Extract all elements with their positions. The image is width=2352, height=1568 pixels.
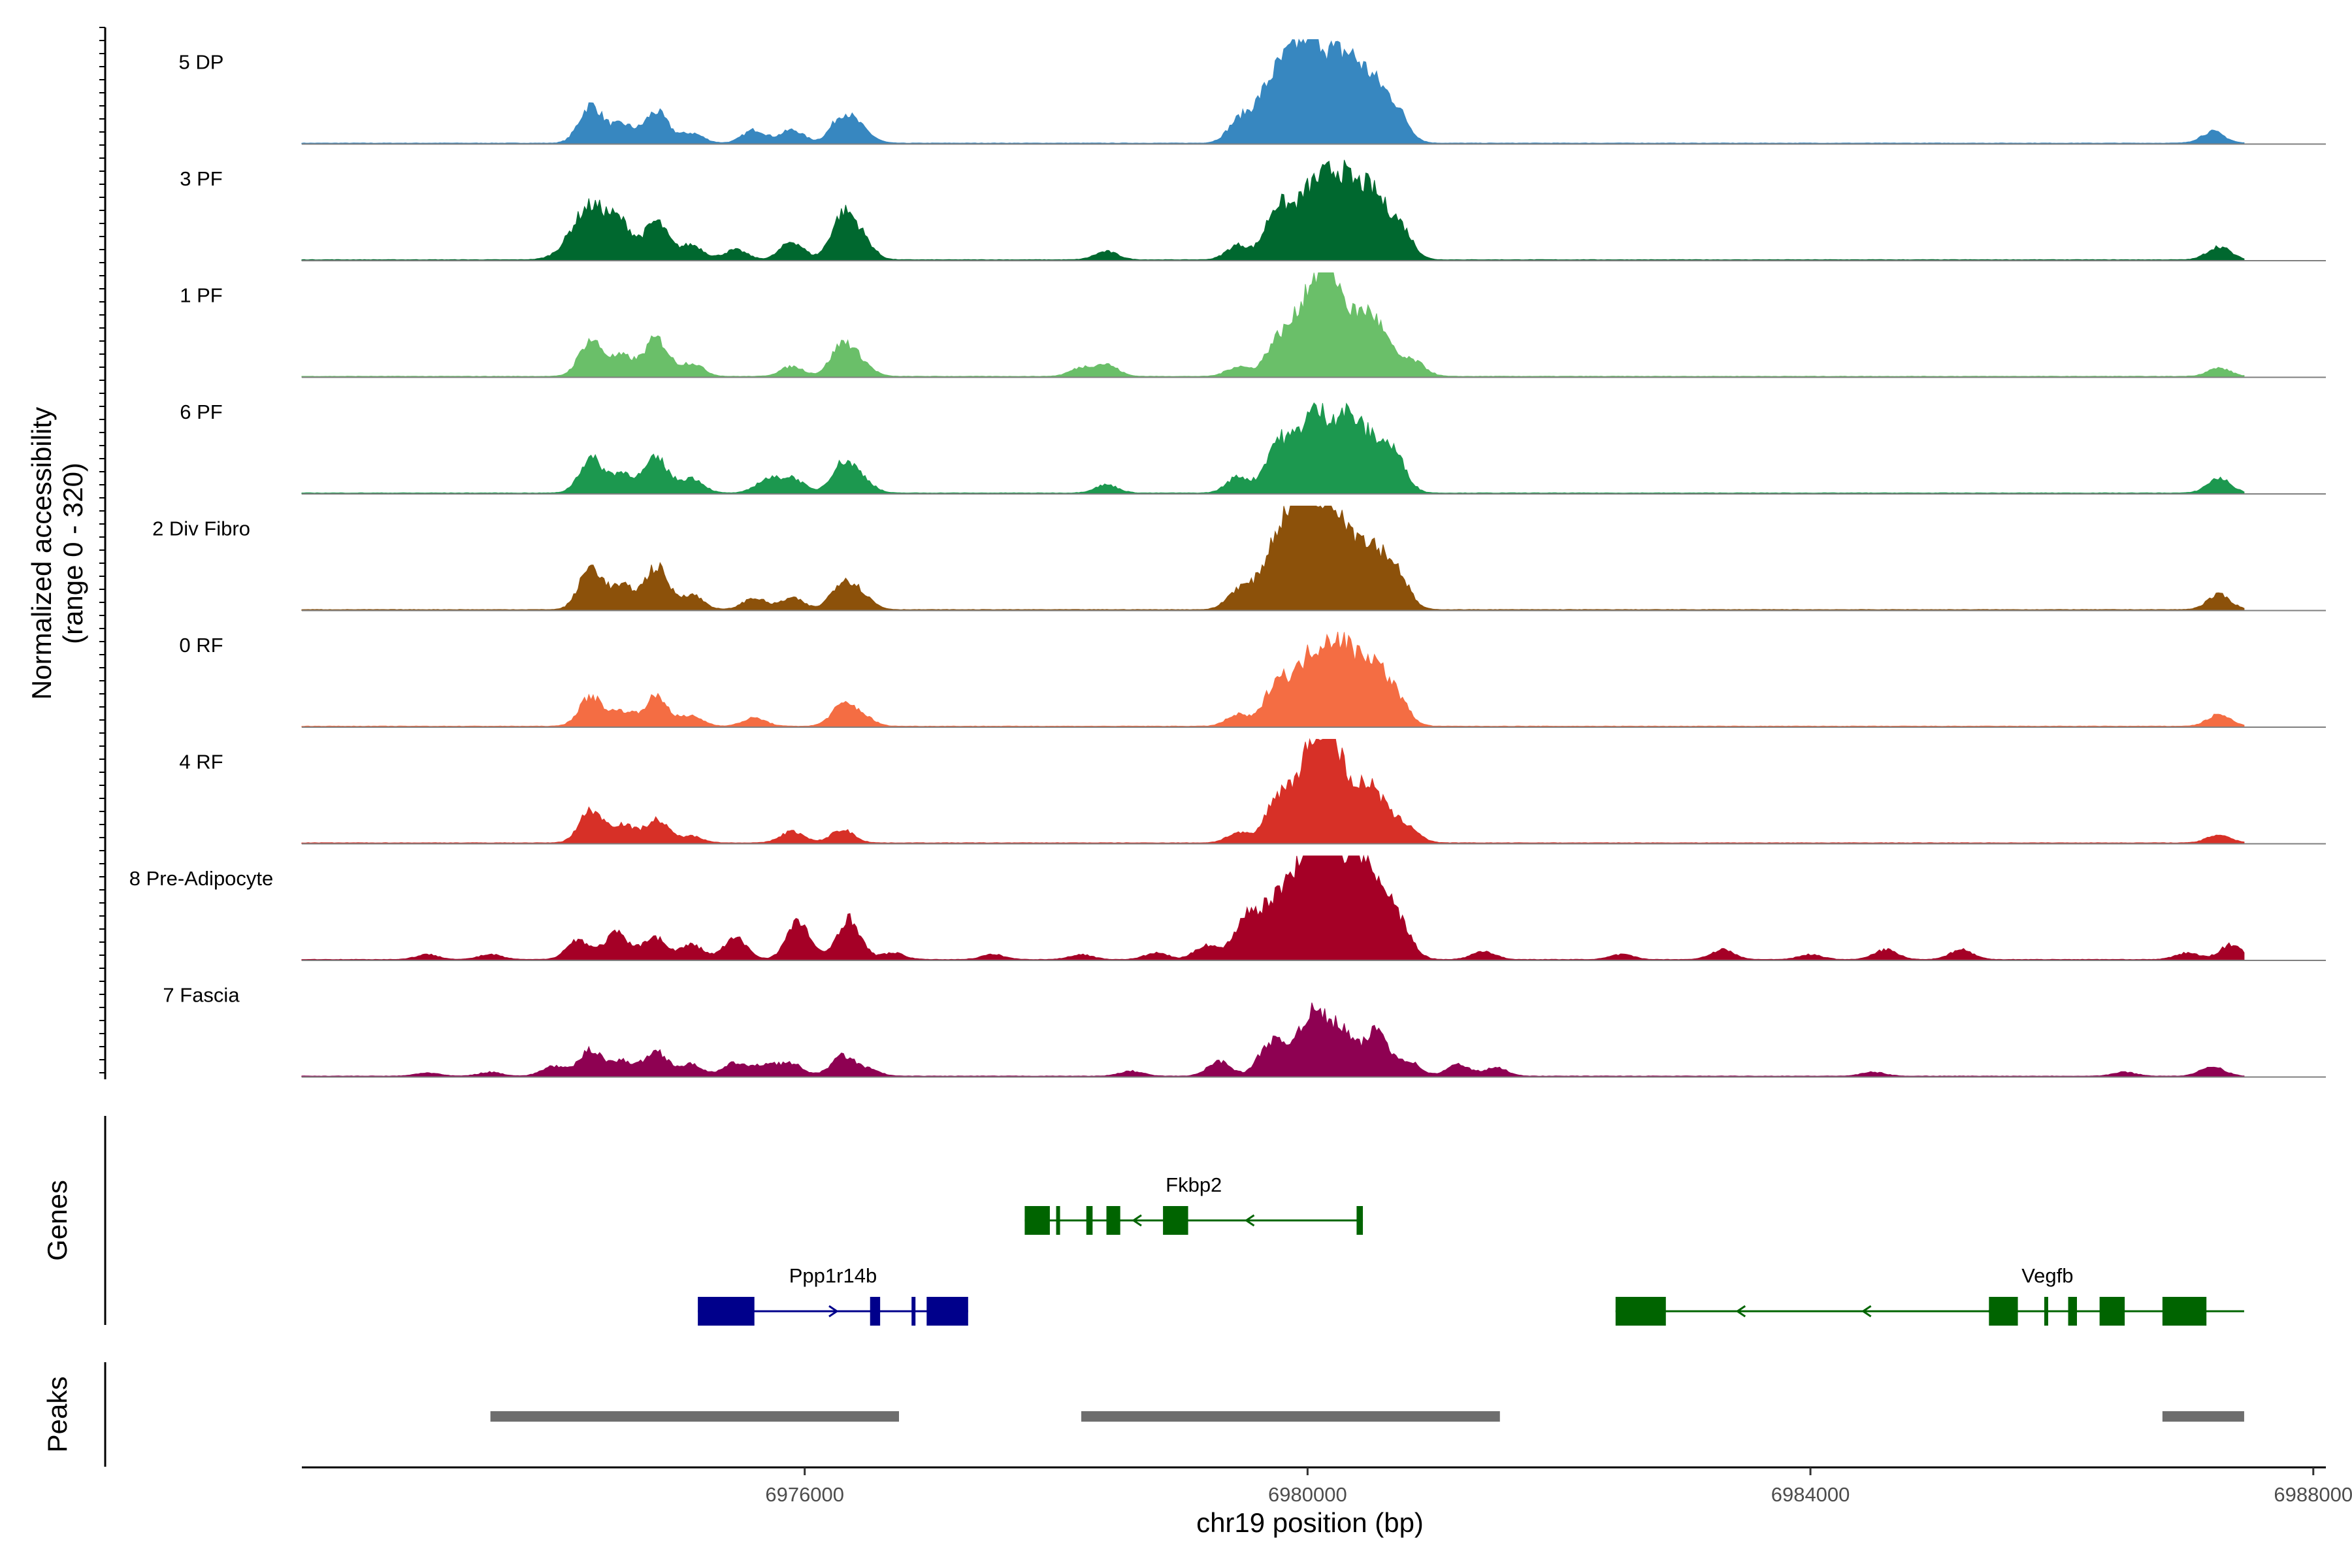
strand-arrow [1244,1214,1255,1227]
y-axis-range: (range 0 - 320) [57,463,88,644]
gene-exon [1615,1297,1666,1326]
gene-exon [1086,1206,1093,1235]
gene-ppp1r14b: Ppp1r14b [698,1264,968,1326]
track-label: 6 PF [180,400,222,423]
gene-exon [2162,1297,2207,1326]
x-tick-label: 6980000 [1268,1483,1347,1506]
y-axis-title: Normalized accessibility [26,407,57,700]
coverage-area-8-pre-adipocyte [301,855,2245,961]
coverage-area-6-pf [301,402,2245,495]
x-tick-label: 6988000 [2274,1483,2352,1506]
track-1-pf: 1 PF [180,272,2326,378]
coverage-area-2-div-fibro [301,505,2245,611]
track-7-fascia: 7 Fascia [163,984,2326,1078]
track-5-dp: 5 DP [179,39,2326,145]
gene-label: Vegfb [2021,1264,2073,1287]
gene-exon [2068,1297,2078,1326]
peak-region-bar [1081,1411,1500,1422]
genes-panel-title: Genes [42,1180,73,1261]
track-label: 0 RF [179,634,223,657]
x-axis-ticks: 6976000 6980000 6984000 6988000 [765,1467,2352,1506]
gene-exon [2044,1297,2048,1326]
strand-arrow [828,1305,839,1318]
x-tick-label: 6984000 [1771,1483,1850,1506]
gene-label: Ppp1r14b [789,1264,877,1287]
track-2-div-fibro: 2 Div Fibro [152,505,2326,612]
track-4-rf: 4 RF [179,738,2326,845]
gene-exon [1024,1206,1050,1235]
track-label: 5 DP [179,51,224,74]
gene-exon [1056,1206,1060,1235]
coverage-y-axis-title: Normalized accessibility (range 0 - 320) [26,407,88,700]
gene-exon [1989,1297,2018,1326]
peak-region-bar [490,1411,900,1422]
gene-label: Fkbp2 [1166,1173,1222,1196]
gene-exon [1163,1206,1188,1235]
gene-annotations: Fkbp2 Ppp1r14b Vegfb [698,1173,2244,1326]
coverage-y-ticks [99,27,105,1073]
peak-region-bar [2162,1411,2244,1422]
gene-fkbp2: Fkbp2 [1024,1173,1364,1235]
strand-arrow [1132,1214,1142,1227]
coverage-area-5-dp [301,39,2245,144]
gene-exon [926,1297,968,1326]
coverage-area-7-fascia [301,1002,2245,1077]
coverage-area-4-rf [301,738,2245,844]
coverage-area-0-rf [301,632,2245,728]
peak-regions [490,1411,2244,1422]
strand-arrow [1735,1305,1746,1318]
peaks-panel-title: Peaks [42,1377,73,1453]
gene-exon [870,1297,881,1326]
gene-exon [911,1297,916,1326]
coverage-area-1-pf [301,272,2245,378]
track-3-pf: 3 PF [180,159,2326,261]
coverage-area-3-pf [301,159,2245,261]
track-label: 7 Fascia [163,984,240,1007]
track-label: 1 PF [180,284,222,307]
gene-vegfb: Vegfb [1615,1264,2244,1326]
x-tick-label: 6976000 [765,1483,844,1506]
coverage-tracks: 5 DP 3 PF 1 PF 6 PF 2 Div Fibro 0 RF 4 RF 8 Pre… [129,39,2326,1078]
strand-arrow [1861,1305,1872,1318]
track-label: 2 Div Fibro [152,517,250,540]
gene-exon [1106,1206,1120,1235]
track-label: 8 Pre-Adipocyte [129,867,274,890]
gene-exon [1356,1206,1364,1235]
gene-exon [2099,1297,2125,1326]
gene-exon [698,1297,755,1326]
x-axis-title: chr19 position (bp) [1196,1507,1424,1538]
track-8-pre-adipocyte: 8 Pre-Adipocyte [129,855,2326,961]
track-label: 4 RF [179,751,223,774]
track-6-pf: 6 PF [180,400,2326,495]
track-label: 3 PF [180,167,222,190]
track-0-rf: 0 RF [179,632,2326,728]
